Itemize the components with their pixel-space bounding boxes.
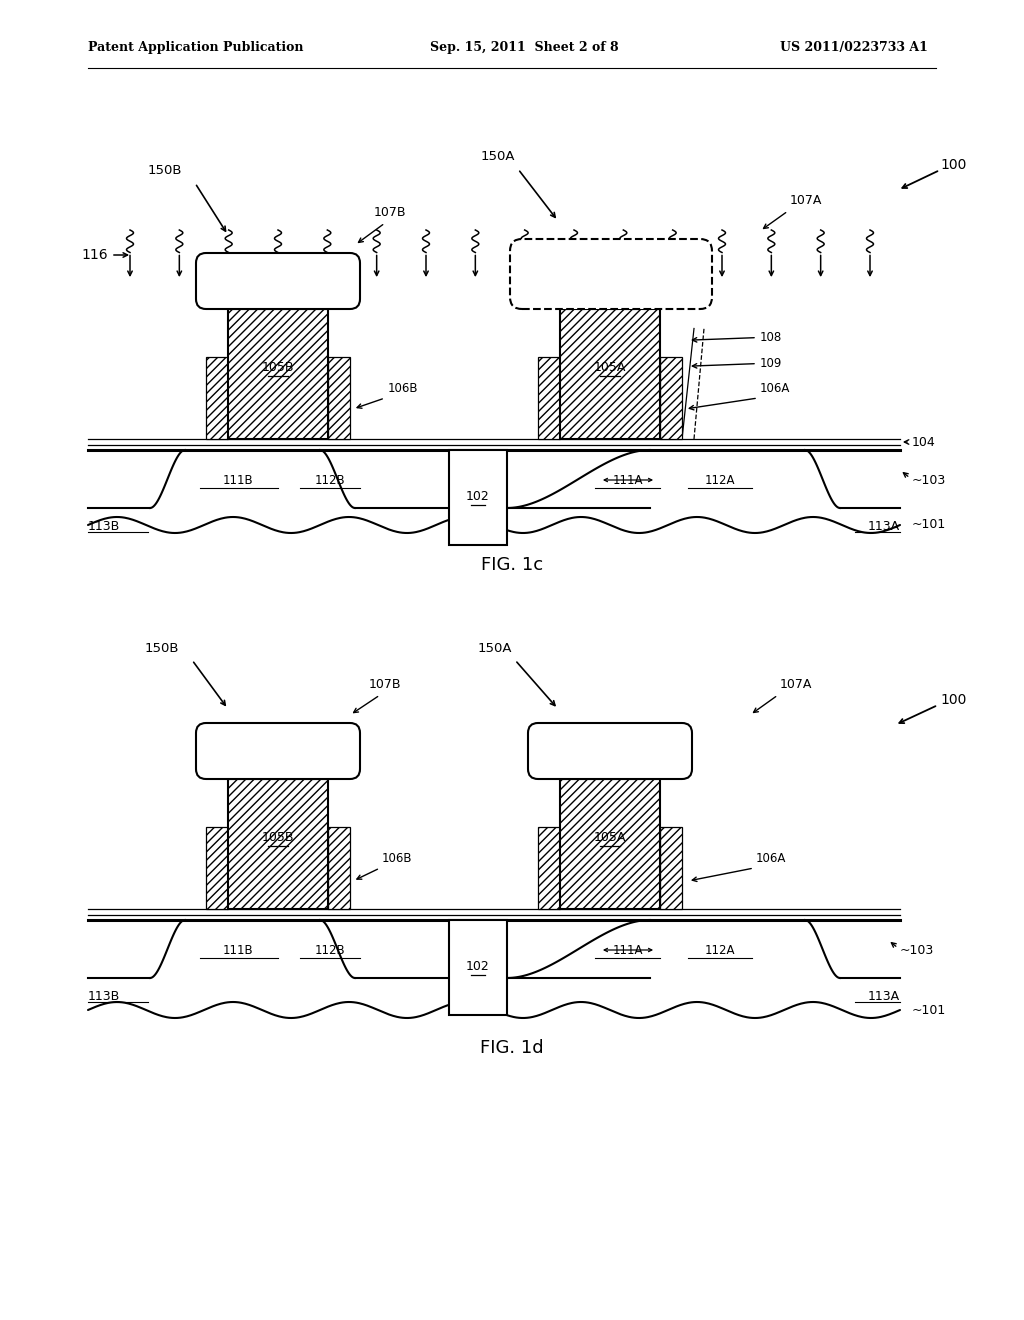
- Bar: [660, 828, 682, 909]
- Bar: [538, 356, 560, 440]
- Bar: [449, 450, 507, 545]
- Text: 150A: 150A: [478, 642, 512, 655]
- FancyBboxPatch shape: [196, 723, 360, 779]
- FancyBboxPatch shape: [510, 239, 712, 309]
- Text: ~103: ~103: [900, 944, 934, 957]
- Text: 111B: 111B: [222, 944, 253, 957]
- Bar: [560, 309, 660, 440]
- Text: 112A: 112A: [705, 474, 735, 487]
- Text: 106B: 106B: [388, 381, 419, 395]
- Text: 106A: 106A: [756, 851, 786, 865]
- Text: ~103: ~103: [912, 474, 946, 487]
- Bar: [560, 779, 660, 909]
- FancyBboxPatch shape: [528, 723, 692, 779]
- Text: US 2011/0223733 A1: US 2011/0223733 A1: [780, 41, 928, 54]
- Text: ~101: ~101: [912, 1003, 946, 1016]
- Text: 106A: 106A: [760, 381, 791, 395]
- Text: 107A: 107A: [790, 194, 822, 207]
- Text: 107B: 107B: [374, 206, 407, 219]
- Text: Sep. 15, 2011  Sheet 2 of 8: Sep. 15, 2011 Sheet 2 of 8: [430, 41, 618, 54]
- Text: 111A: 111A: [612, 944, 643, 957]
- Text: FIG. 1c: FIG. 1c: [481, 556, 543, 574]
- Text: 113B: 113B: [88, 520, 120, 532]
- Text: 105B: 105B: [262, 832, 294, 843]
- Text: 109: 109: [760, 358, 782, 370]
- Text: 150B: 150B: [147, 165, 182, 177]
- Bar: [328, 356, 350, 440]
- Bar: [449, 920, 507, 1015]
- Text: ~101: ~101: [912, 519, 946, 532]
- Bar: [660, 356, 682, 440]
- Text: 111B: 111B: [222, 474, 253, 487]
- Text: 150B: 150B: [144, 642, 179, 655]
- Text: 107A: 107A: [780, 678, 812, 692]
- Bar: [538, 828, 560, 909]
- Bar: [228, 779, 328, 909]
- Text: 107B: 107B: [369, 678, 401, 692]
- Text: 112B: 112B: [314, 474, 345, 487]
- Text: 150A: 150A: [480, 150, 515, 164]
- Text: 116: 116: [81, 248, 108, 261]
- Text: 104: 104: [912, 436, 936, 449]
- Bar: [228, 309, 328, 440]
- Text: 102: 102: [466, 961, 489, 974]
- Text: 113A: 113A: [868, 990, 900, 1002]
- Bar: [206, 356, 228, 440]
- Text: 106B: 106B: [382, 851, 413, 865]
- Text: FIG. 1d: FIG. 1d: [480, 1039, 544, 1057]
- Bar: [328, 828, 350, 909]
- Text: 100: 100: [940, 693, 967, 708]
- Text: 112B: 112B: [314, 944, 345, 957]
- Text: 105A: 105A: [594, 832, 627, 843]
- Text: 105B: 105B: [262, 360, 294, 374]
- Text: 102: 102: [466, 491, 489, 503]
- Text: Patent Application Publication: Patent Application Publication: [88, 41, 303, 54]
- Bar: [206, 828, 228, 909]
- Text: 111A: 111A: [612, 474, 643, 487]
- Text: 113B: 113B: [88, 990, 120, 1002]
- FancyBboxPatch shape: [196, 253, 360, 309]
- Text: 113A: 113A: [868, 520, 900, 532]
- Text: 105A: 105A: [594, 360, 627, 374]
- Text: 108: 108: [760, 331, 782, 345]
- Text: 112A: 112A: [705, 944, 735, 957]
- Text: 100: 100: [940, 158, 967, 172]
